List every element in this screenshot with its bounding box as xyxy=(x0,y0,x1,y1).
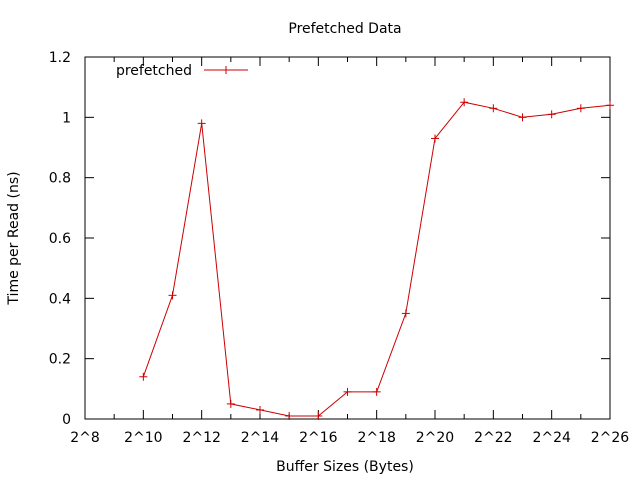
data-point-0-10 xyxy=(431,134,439,143)
data-point-0-7 xyxy=(343,387,352,396)
y-axis-label: Time per Read (ns) xyxy=(6,171,22,305)
series-layer xyxy=(139,98,614,420)
y-tick-label-0: 0 xyxy=(62,412,71,428)
axis-ticks xyxy=(84,56,611,420)
data-point-0-1 xyxy=(168,291,177,300)
data-point-0-15 xyxy=(576,104,585,113)
x-tick-label-4: 2^16 xyxy=(299,430,338,446)
y-tick-labels: 0 0.2 0.4 0.6 0.8 1 1.2 xyxy=(49,50,71,428)
data-point-0-6 xyxy=(314,411,323,420)
legend: prefetched xyxy=(116,63,248,79)
data-point-0-11 xyxy=(460,98,469,107)
x-tick-label-0: 2^8 xyxy=(70,430,100,446)
data-point-0-5 xyxy=(285,411,294,420)
x-tick-label-2: 2^12 xyxy=(182,430,220,446)
y-tick-label-2: 0.4 xyxy=(49,291,71,307)
x-tick-label-7: 2^22 xyxy=(474,430,512,446)
data-point-0-16 xyxy=(606,101,614,110)
x-axis-label: Buffer Sizes (Bytes) xyxy=(276,459,414,475)
series-line-prefetched xyxy=(142,101,611,417)
y-tick-label-3: 0.6 xyxy=(49,231,71,247)
plot-frame xyxy=(84,56,611,420)
legend-swatch-prefetched xyxy=(204,66,248,74)
data-point-0-13 xyxy=(518,113,527,122)
x-tick-label-3: 2^14 xyxy=(241,430,280,446)
data-point-0-0 xyxy=(139,372,148,381)
y-tick-label-4: 0.8 xyxy=(49,171,71,187)
x-tick-label-9: 2^26 xyxy=(591,430,630,446)
data-point-0-8 xyxy=(372,387,381,396)
x-tick-label-5: 2^18 xyxy=(357,430,395,446)
data-point-0-3 xyxy=(226,399,235,408)
data-point-0-2 xyxy=(197,119,206,128)
x-tick-labels: 2^8 2^10 2^12 2^14 2^16 2^18 2^20 2^22 2^24 2^26 xyxy=(70,430,629,446)
data-point-0-14 xyxy=(547,110,556,119)
chart-title: Prefetched Data xyxy=(288,21,401,37)
data-point-0-4 xyxy=(256,405,264,414)
y-tick-label-1: 0.2 xyxy=(49,352,71,368)
x-tick-label-8: 2^24 xyxy=(532,430,571,446)
x-tick-label-6: 2^20 xyxy=(416,430,454,446)
data-point-0-12 xyxy=(489,104,498,113)
y-tick-label-5: 1 xyxy=(62,110,71,126)
data-point-0-9 xyxy=(401,309,410,318)
x-tick-label-1: 2^10 xyxy=(124,430,162,446)
legend-label-prefetched: prefetched xyxy=(116,63,192,79)
y-tick-label-6: 1.2 xyxy=(49,50,71,66)
